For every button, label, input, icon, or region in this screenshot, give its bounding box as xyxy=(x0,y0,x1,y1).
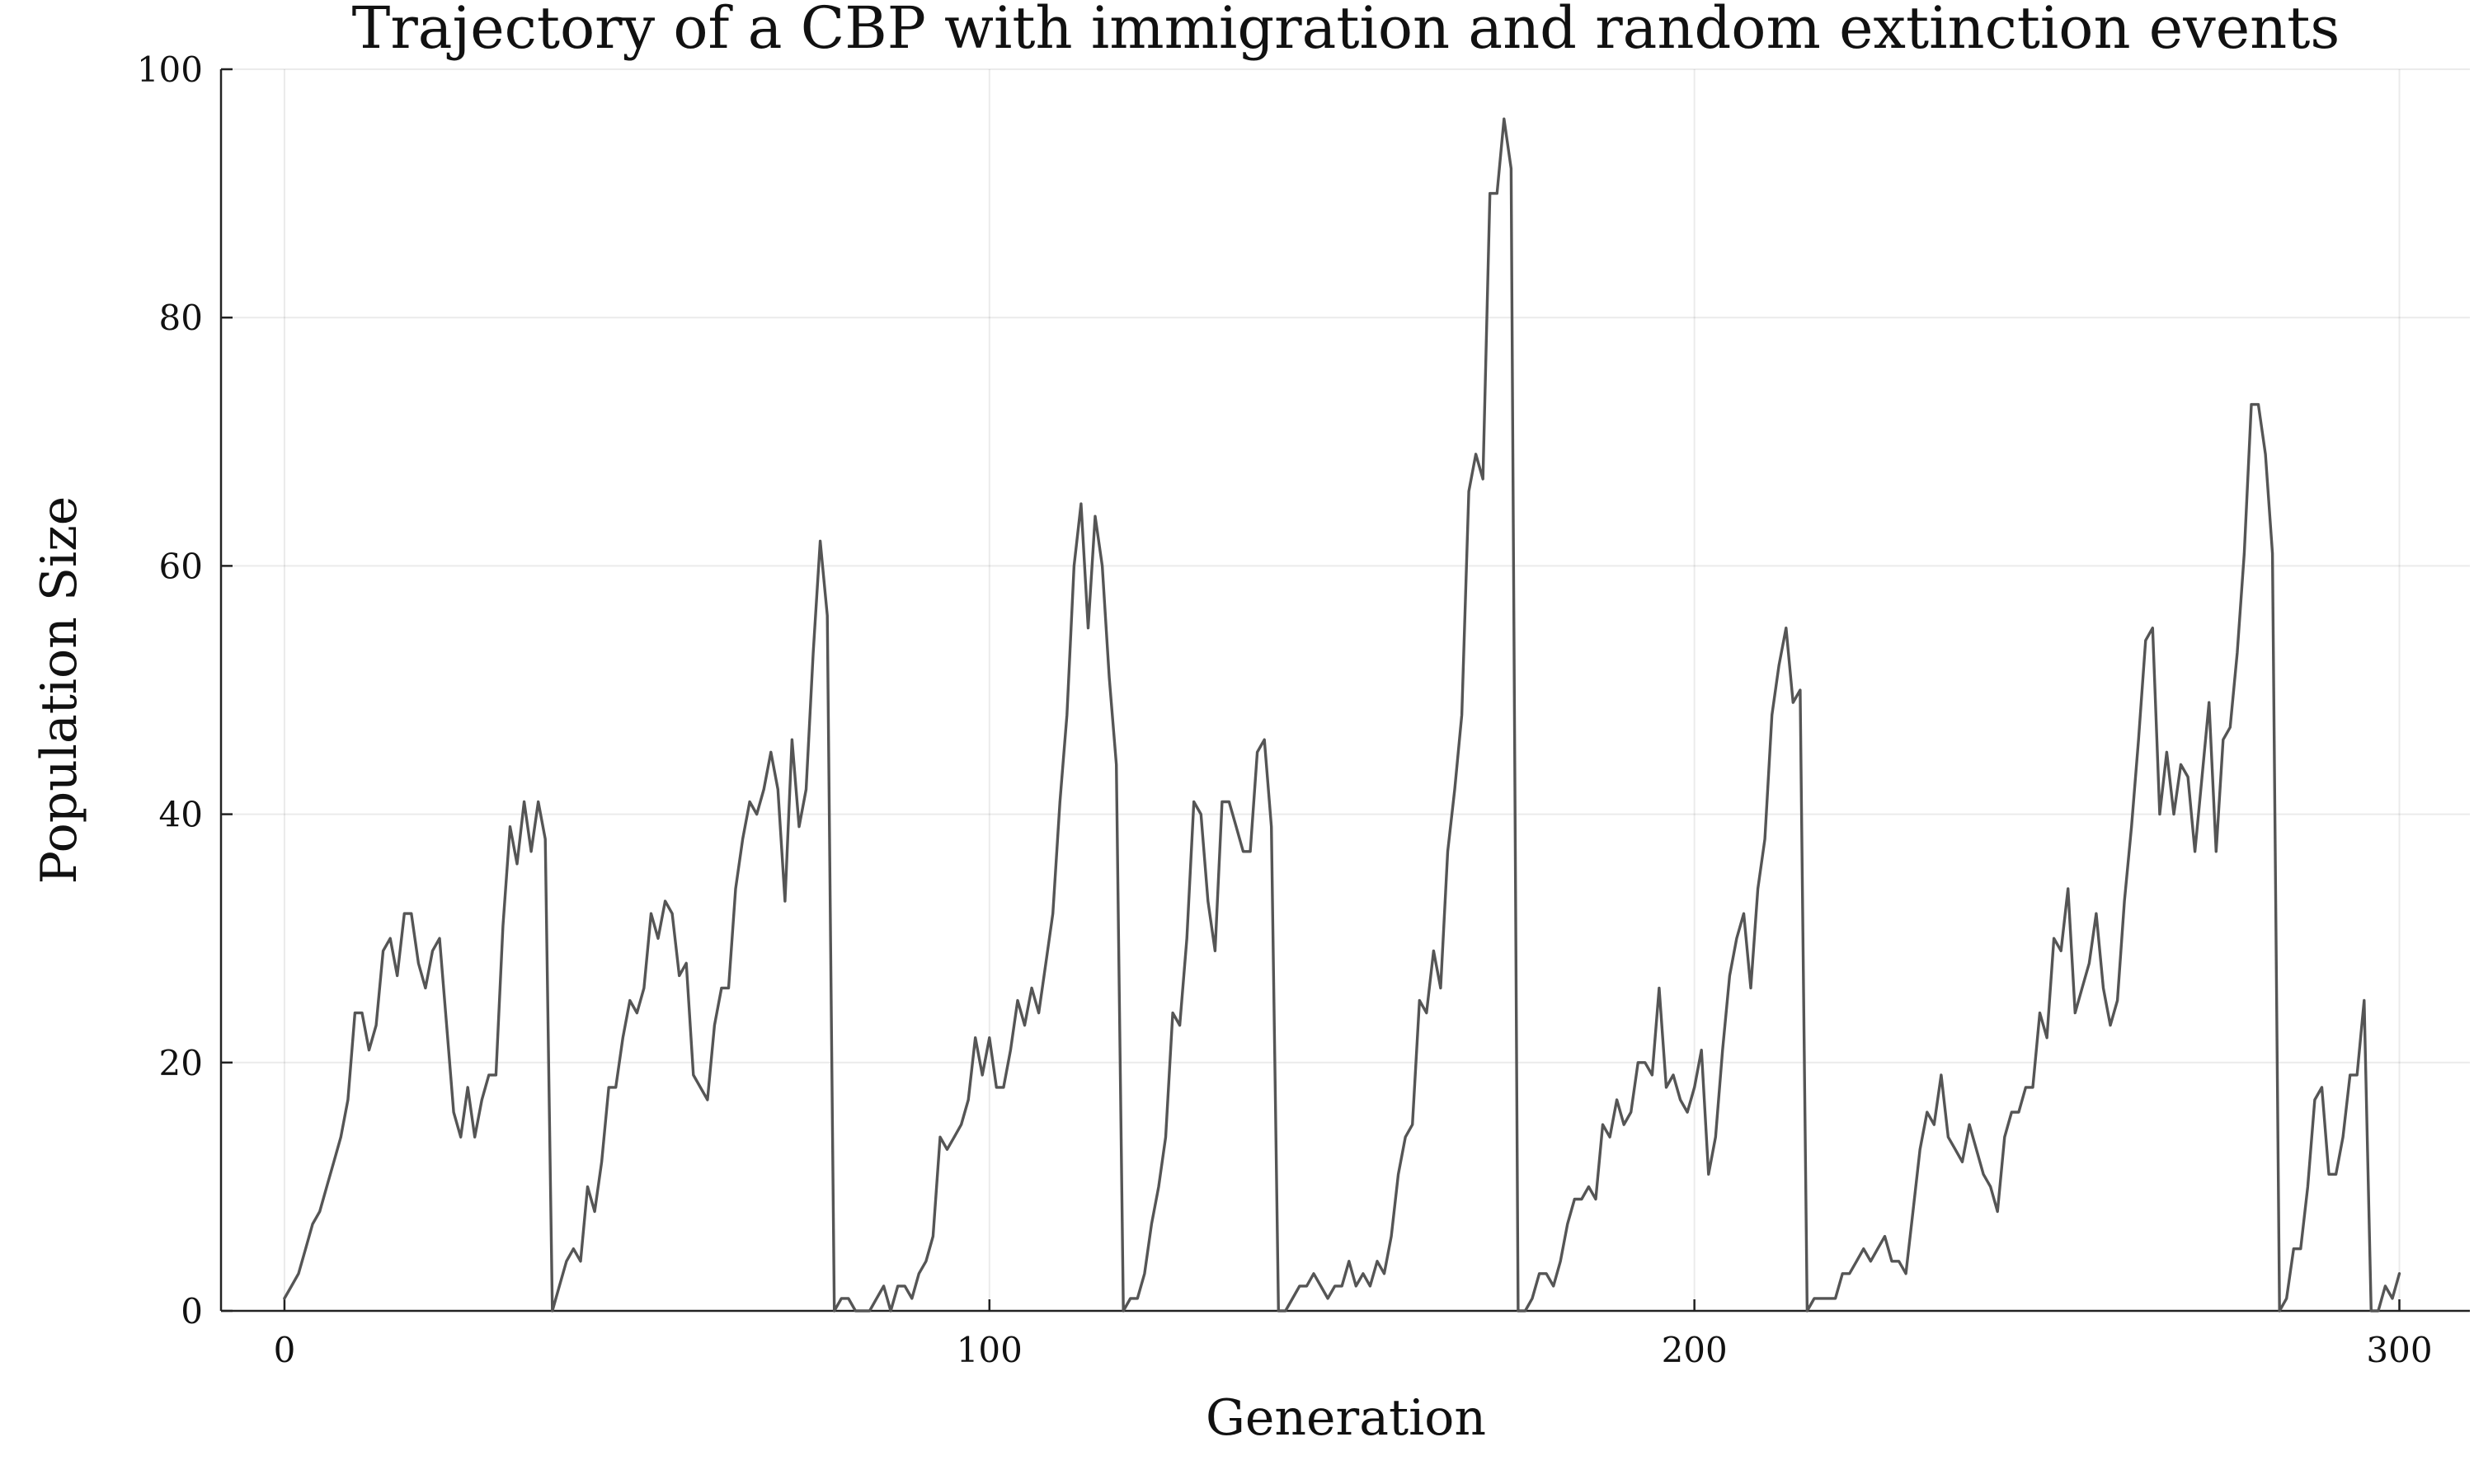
y-tick-label: 60 xyxy=(159,546,203,586)
y-tick-label: 20 xyxy=(159,1043,203,1083)
tick-labels: 0 100 200 300 0 20 40 60 80 100 xyxy=(137,49,2433,1370)
y-axis-label: Population Size xyxy=(31,496,88,885)
series-line-0 xyxy=(283,117,2401,1313)
chart-title: Trajectory of a CBP with immigration and… xyxy=(352,0,2340,62)
x-axis-label: Generation xyxy=(1206,1389,1486,1447)
y-tick-label: 0 xyxy=(181,1291,203,1331)
y-tick-label: 80 xyxy=(159,298,203,338)
grid-lines xyxy=(221,68,2470,1311)
x-tick-label: 200 xyxy=(1662,1330,1728,1370)
y-tick-label: 100 xyxy=(137,49,203,90)
axes xyxy=(219,69,2470,1313)
x-tick-label: 300 xyxy=(2366,1330,2432,1370)
series-group xyxy=(283,117,2401,1313)
y-tick-label: 40 xyxy=(159,795,203,835)
x-tick-label: 100 xyxy=(957,1330,1023,1370)
x-tick-label: 0 xyxy=(274,1330,296,1370)
